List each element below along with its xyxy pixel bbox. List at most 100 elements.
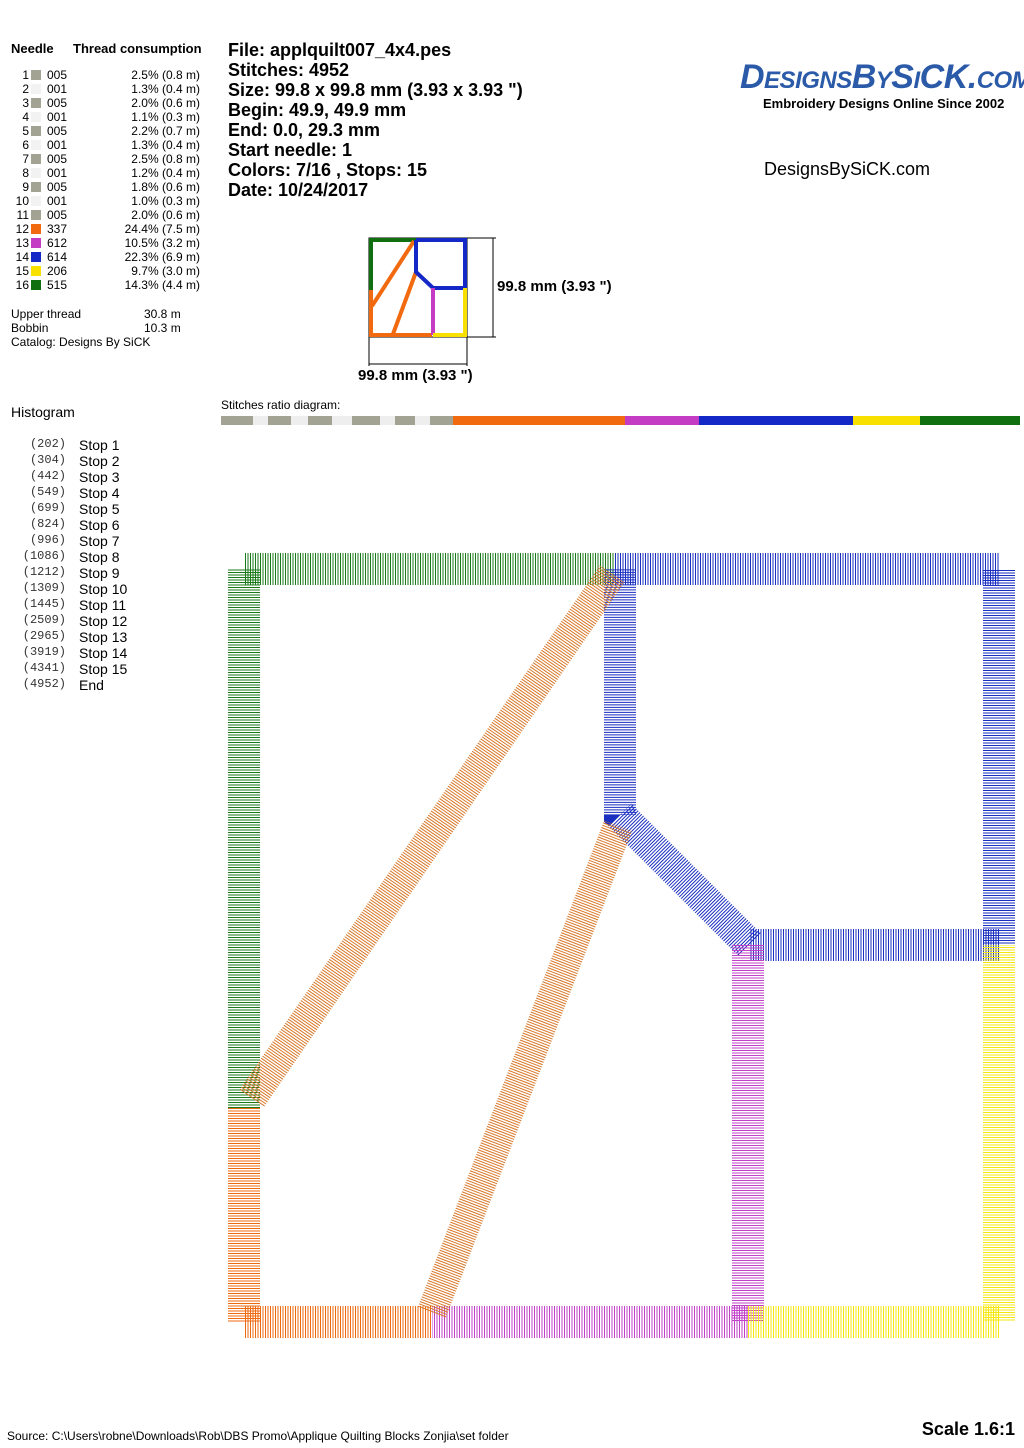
thread-code: 001 bbox=[47, 166, 68, 180]
total-value: 30.8 m bbox=[144, 307, 181, 321]
stop-label: Stop 13 bbox=[79, 629, 128, 645]
dimension: 99.8 mm (3.93 ") bbox=[497, 278, 612, 295]
thread-code: 005 bbox=[47, 180, 68, 194]
stop-label: Stop 2 bbox=[79, 453, 120, 469]
website: DesignsBySiCK.com bbox=[764, 159, 931, 179]
swatch bbox=[31, 112, 41, 122]
needle-number: 5 bbox=[22, 124, 29, 138]
thread-code: 001 bbox=[47, 138, 68, 152]
consumption: 2.0% (0.6 m) bbox=[131, 96, 200, 110]
consumption: 10.5% (3.2 m) bbox=[124, 236, 200, 250]
consumption: 1.0% (0.3 m) bbox=[131, 194, 200, 208]
swatch bbox=[31, 210, 41, 220]
thread-code: 001 bbox=[47, 82, 68, 96]
consumption: 2.2% (0.7 m) bbox=[131, 124, 200, 138]
stitch-count: (3919) bbox=[22, 645, 66, 659]
stitch-count: (1309) bbox=[22, 581, 66, 595]
thread-code: 612 bbox=[47, 236, 68, 250]
consumption: 1.3% (0.4 m) bbox=[131, 138, 200, 152]
swatch bbox=[31, 126, 41, 136]
header: Thread consumption bbox=[73, 41, 202, 56]
stop-label: Stop 11 bbox=[79, 597, 127, 613]
design bbox=[228, 553, 1015, 1338]
total-label: Bobbin bbox=[11, 321, 49, 335]
info-line: Size: 99.8 x 99.8 mm (3.93 x 3.93 ") bbox=[228, 80, 523, 100]
consumption: 9.7% (3.0 m) bbox=[131, 264, 200, 278]
info-line: File: applquilt007_4x4.pes bbox=[228, 40, 452, 60]
histogram-title: Histogram bbox=[11, 404, 75, 420]
source: Source: C:\Users\robne\Downloads\Rob\DBS… bbox=[7, 1429, 509, 1443]
consumption: 2.5% (0.8 m) bbox=[131, 68, 200, 82]
needle-number: 3 bbox=[22, 96, 29, 110]
swatch bbox=[31, 168, 41, 178]
needle-number: 8 bbox=[22, 166, 29, 180]
needle-number: 7 bbox=[22, 152, 29, 166]
stitch-count: (996) bbox=[29, 533, 66, 547]
stitch-count: (4952) bbox=[22, 677, 66, 691]
consumption: 14.3% (4.4 m) bbox=[124, 278, 200, 292]
stitch-count: (202) bbox=[29, 437, 66, 451]
needle-number: 10 bbox=[15, 194, 29, 208]
thread-code: 005 bbox=[47, 68, 68, 82]
consumption: 1.1% (0.3 m) bbox=[131, 110, 200, 124]
thread-code: 005 bbox=[47, 124, 68, 138]
thread-code: 005 bbox=[47, 208, 68, 222]
info-line: Start needle: 1 bbox=[228, 140, 353, 160]
needle-number: 4 bbox=[22, 110, 29, 124]
consumption: 2.0% (0.6 m) bbox=[131, 208, 200, 222]
stop-label: End bbox=[79, 677, 104, 693]
stop-label: Stop 9 bbox=[79, 565, 120, 581]
stitch-count: (1086) bbox=[22, 549, 66, 563]
stop-label: Stop 5 bbox=[79, 501, 120, 517]
stop-label: Stop 4 bbox=[79, 485, 120, 501]
stop-label: Stop 3 bbox=[79, 469, 120, 485]
needle-number: 14 bbox=[15, 250, 29, 264]
swatch bbox=[31, 196, 41, 206]
swatch bbox=[31, 182, 41, 192]
stop-label: Stop 1 bbox=[79, 437, 120, 453]
info-line: Colors: 7/16 , Stops: 15 bbox=[228, 160, 428, 180]
stitch-count: (2509) bbox=[22, 613, 66, 627]
stitch-count: (2965) bbox=[22, 629, 66, 643]
stop-label: Stop 8 bbox=[79, 549, 120, 565]
total-label: Upper thread bbox=[11, 307, 82, 321]
swatch bbox=[31, 140, 41, 150]
needle-number: 2 bbox=[22, 82, 29, 96]
info-line: Date: 10/24/2017 bbox=[228, 180, 369, 200]
swatch bbox=[31, 84, 41, 94]
info-line: End: 0.0, 29.3 mm bbox=[228, 120, 381, 140]
stop-label: Stop 10 bbox=[79, 581, 128, 597]
scale: Scale 1.6:1 bbox=[921, 1419, 1015, 1439]
thread-code: 337 bbox=[47, 222, 68, 236]
swatch bbox=[31, 252, 41, 262]
thread-code: 005 bbox=[47, 152, 68, 166]
info-line: Stitches: 4952 bbox=[228, 60, 350, 80]
catalog: Catalog: Designs By SiCK bbox=[11, 335, 151, 349]
info-line: Begin: 49.9, 49.9 mm bbox=[228, 100, 407, 120]
consumption: 24.4% (7.5 m) bbox=[124, 222, 200, 236]
thread-code: 005 bbox=[47, 96, 68, 110]
logo-title: DesignsBySiCK.com bbox=[740, 58, 1024, 96]
ratio-title: Stitches ratio diagram: bbox=[221, 398, 341, 412]
consumption: 1.3% (0.4 m) bbox=[131, 82, 200, 96]
ratio-bar bbox=[221, 416, 1020, 425]
needle-number: 15 bbox=[15, 264, 29, 278]
swatch bbox=[31, 154, 41, 164]
dimension: 99.8 mm (3.93 ") bbox=[358, 367, 473, 384]
swatch bbox=[31, 70, 41, 80]
stitch-count: (549) bbox=[29, 485, 66, 499]
thread-code: 515 bbox=[47, 278, 68, 292]
logo-tagline: Embroidery Designs Online Since 2002 bbox=[763, 96, 1005, 111]
swatch bbox=[31, 238, 41, 248]
swatch bbox=[31, 266, 41, 276]
needle-number: 1 bbox=[22, 68, 29, 82]
stitch-count: (699) bbox=[29, 501, 66, 515]
thread-code: 001 bbox=[47, 110, 68, 124]
consumption: 2.5% (0.8 m) bbox=[131, 152, 200, 166]
swatch bbox=[31, 280, 41, 290]
stop-label: Stop 12 bbox=[79, 613, 128, 629]
consumption: 22.3% (6.9 m) bbox=[124, 250, 200, 264]
needle-number: 12 bbox=[15, 222, 29, 236]
stitch-count: (442) bbox=[29, 469, 66, 483]
